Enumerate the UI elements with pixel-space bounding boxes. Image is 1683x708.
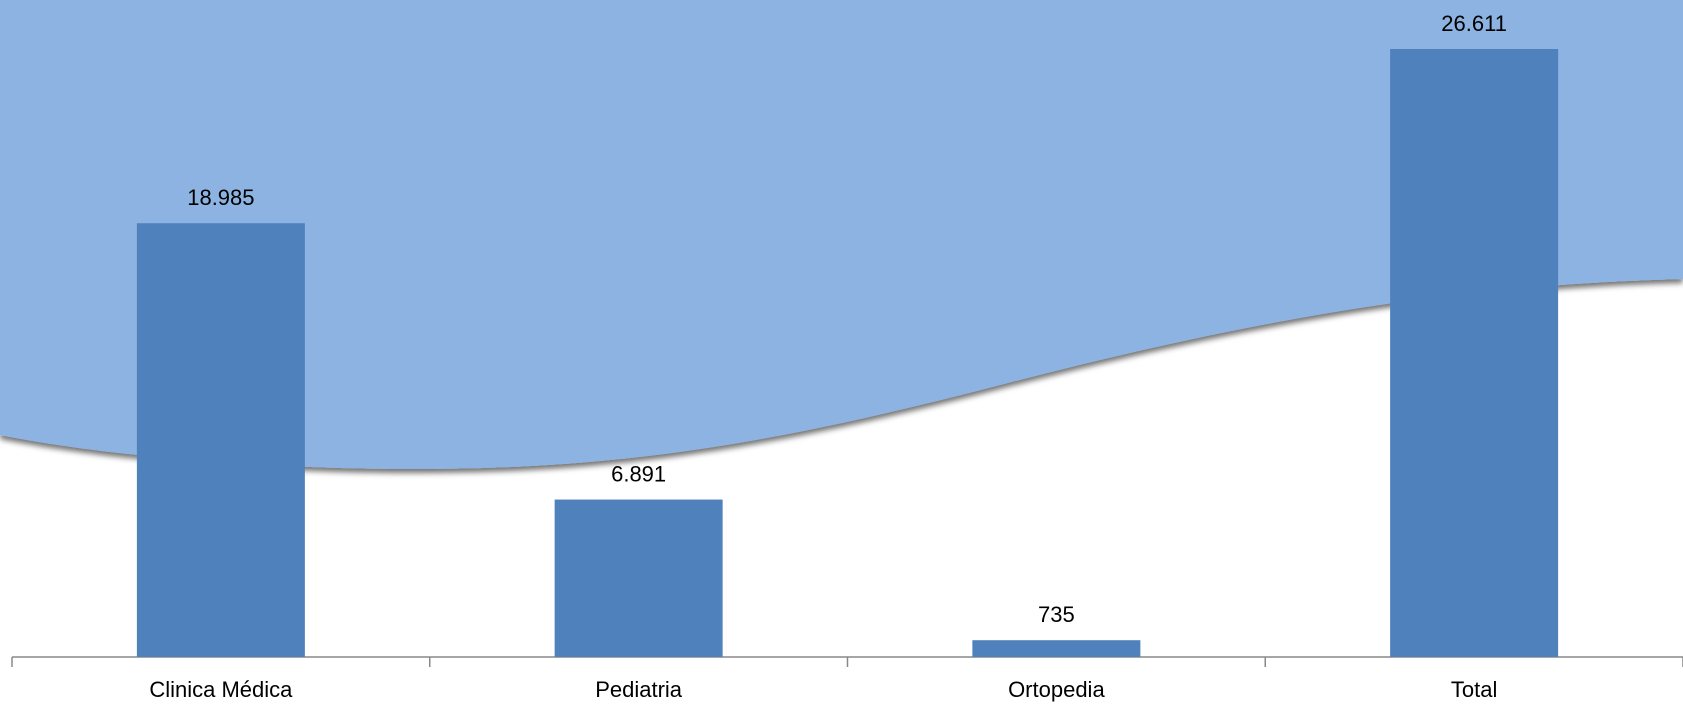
x-tick-label: Clinica Médica — [149, 677, 293, 702]
data-label: 735 — [1038, 602, 1075, 627]
bar — [972, 640, 1141, 657]
data-label: 6.891 — [611, 462, 666, 487]
data-label: 18.985 — [187, 185, 254, 210]
background-wave — [0, 0, 1683, 470]
bar — [1390, 49, 1559, 657]
x-tick-label: Ortopedia — [1008, 677, 1105, 702]
data-label: 26.611 — [1441, 11, 1507, 36]
bar — [136, 223, 305, 657]
x-tick-label: Pediatria — [595, 677, 683, 702]
bar — [554, 499, 723, 657]
x-tick-label: Total — [1451, 677, 1497, 702]
